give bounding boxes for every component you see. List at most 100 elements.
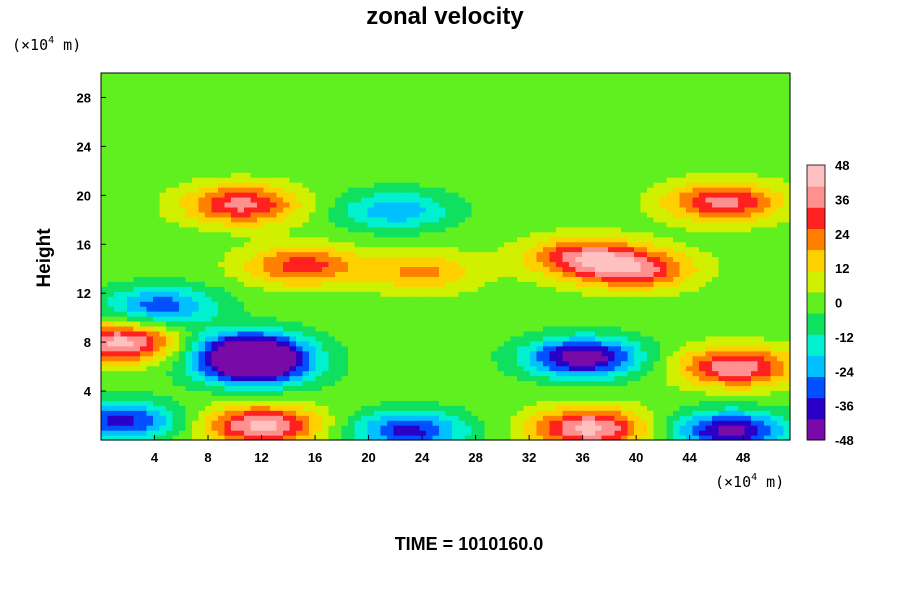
- field-cell: [328, 311, 336, 317]
- field-cell: [231, 420, 239, 426]
- field-cell: [140, 236, 148, 243]
- field-cell: [595, 330, 603, 337]
- field-cell: [608, 211, 616, 218]
- field-cell: [692, 395, 700, 401]
- field-cell: [751, 296, 759, 302]
- field-cell: [510, 286, 518, 292]
- field-cell: [452, 420, 460, 426]
- field-cell: [101, 226, 109, 233]
- field-cell: [679, 380, 687, 387]
- field-cell: [770, 405, 778, 411]
- field-cell: [536, 296, 544, 302]
- field-cell: [289, 435, 297, 441]
- field-cell: [764, 395, 772, 401]
- field-cell: [731, 330, 739, 337]
- field-cell: [692, 241, 700, 248]
- field-cell: [153, 340, 161, 347]
- field-cell: [354, 385, 362, 392]
- field-cell: [393, 390, 401, 396]
- field-cell: [263, 221, 271, 228]
- field-cell: [699, 380, 707, 387]
- field-cell: [205, 415, 213, 421]
- field-cell: [393, 306, 401, 312]
- field-cell: [276, 261, 284, 268]
- field-cell: [445, 350, 453, 357]
- field-cell: [770, 410, 778, 416]
- field-cell: [744, 335, 752, 342]
- field-cell: [770, 320, 778, 327]
- field-cell: [237, 246, 245, 253]
- field-cell: [205, 291, 213, 297]
- field-cell: [666, 266, 674, 272]
- field-cell: [224, 345, 232, 352]
- field-cell: [309, 340, 317, 347]
- field-cell: [270, 261, 278, 268]
- field-cell: [510, 271, 518, 277]
- field-cell: [348, 325, 356, 332]
- field-cell: [647, 345, 655, 352]
- field-cell: [270, 231, 278, 238]
- field-cell: [315, 306, 323, 312]
- field-cell: [146, 435, 154, 441]
- field-cell: [705, 410, 713, 416]
- field-cell: [582, 271, 590, 277]
- field-cell: [536, 256, 544, 263]
- field-cell: [588, 425, 596, 431]
- field-cell: [478, 405, 486, 411]
- field-cell: [445, 335, 453, 342]
- field-cell: [653, 271, 661, 277]
- field-cell: [419, 360, 427, 367]
- field-cell: [133, 385, 141, 392]
- field-cell: [510, 360, 518, 367]
- field-cell: [426, 375, 434, 382]
- field-cell: [406, 370, 414, 377]
- field-cell: [263, 350, 271, 357]
- field-cell: [127, 410, 135, 416]
- field-cell: [198, 370, 206, 377]
- field-cell: [198, 221, 206, 228]
- field-cell: [686, 226, 694, 233]
- field-cell: [660, 325, 668, 332]
- field-cell: [302, 286, 310, 292]
- field-cell: [263, 335, 271, 342]
- field-cell: [289, 420, 297, 426]
- field-cell: [367, 380, 375, 387]
- field-cell: [192, 236, 200, 243]
- field-cell: [419, 390, 427, 396]
- field-cell: [296, 390, 304, 396]
- field-cell: [504, 335, 512, 342]
- field-cell: [679, 430, 687, 436]
- field-cell: [595, 231, 603, 238]
- field-cell: [569, 226, 577, 233]
- field-cell: [497, 380, 505, 387]
- field-cell: [783, 266, 791, 272]
- field-cell: [439, 350, 447, 357]
- field-cell: [653, 415, 661, 421]
- field-cell: [510, 410, 518, 416]
- field-cell: [224, 320, 232, 327]
- field-cell: [666, 340, 674, 347]
- field-cell: [302, 216, 310, 223]
- field-cell: [211, 355, 219, 362]
- field-cell: [679, 375, 687, 382]
- field-cell: [328, 306, 336, 312]
- field-cell: [601, 390, 609, 396]
- field-cell: [601, 355, 609, 362]
- field-cell: [484, 221, 492, 228]
- field-cell: [465, 395, 473, 401]
- field-cell: [627, 301, 635, 307]
- field-cell: [679, 330, 687, 337]
- field-cell: [608, 231, 616, 238]
- field-cell: [159, 216, 167, 223]
- field-cell: [374, 211, 382, 218]
- field-cell: [172, 380, 180, 387]
- field-cell: [666, 291, 674, 297]
- field-cell: [543, 420, 551, 426]
- field-cell: [562, 296, 570, 302]
- field-cell: [419, 306, 427, 312]
- field-cell: [218, 306, 226, 312]
- field-cell: [400, 221, 408, 228]
- field-cell: [179, 266, 187, 272]
- field-cell: [133, 410, 141, 416]
- field-cell: [224, 221, 232, 228]
